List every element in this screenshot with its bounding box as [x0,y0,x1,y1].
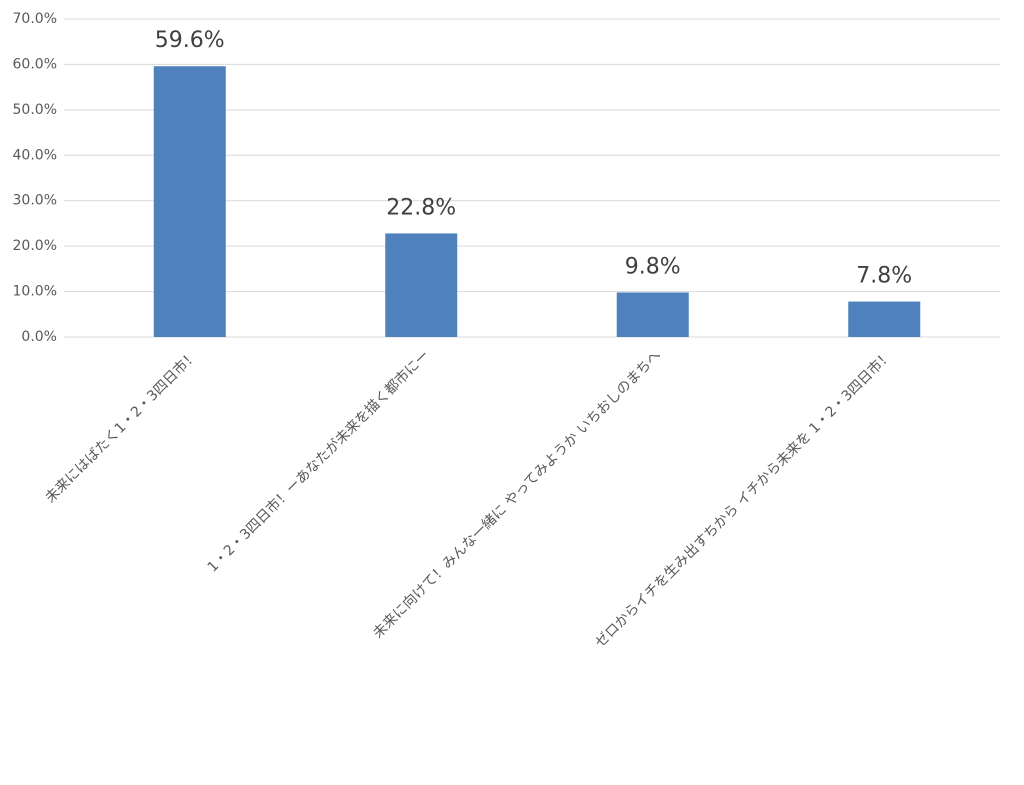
value-label: 7.8% [856,264,912,289]
x-tick-label: ゼロからイチを生み出すちから イチから未来を 1・2・3四日市！ [591,347,895,651]
y-tick-label: 40.0% [13,147,57,163]
bar [153,66,226,337]
x-tick-label: 未来にはばたく1・2・3四日市！ [42,347,202,507]
y-tick-label: 30.0% [13,193,57,209]
y-tick-label: 10.0% [13,284,57,300]
value-label: 22.8% [386,195,456,220]
bar [848,301,921,337]
y-tick-label: 50.0% [13,102,57,118]
y-tick-label: 20.0% [13,238,57,254]
x-tick-label: 未来に向けて！みんな一緒に やってみようか いちおしのまちへ [370,347,664,641]
y-tick-label: 0.0% [21,329,57,345]
bar [616,292,689,337]
value-label: 59.6% [155,28,225,53]
value-label: 9.8% [625,254,681,279]
y-tick-label: 70.0% [13,11,57,27]
x-tick-label: 1・2・3四日市！ーあなたが未来を描く都市にー [204,347,433,576]
bar [385,233,458,337]
y-tick-label: 60.0% [13,56,57,72]
